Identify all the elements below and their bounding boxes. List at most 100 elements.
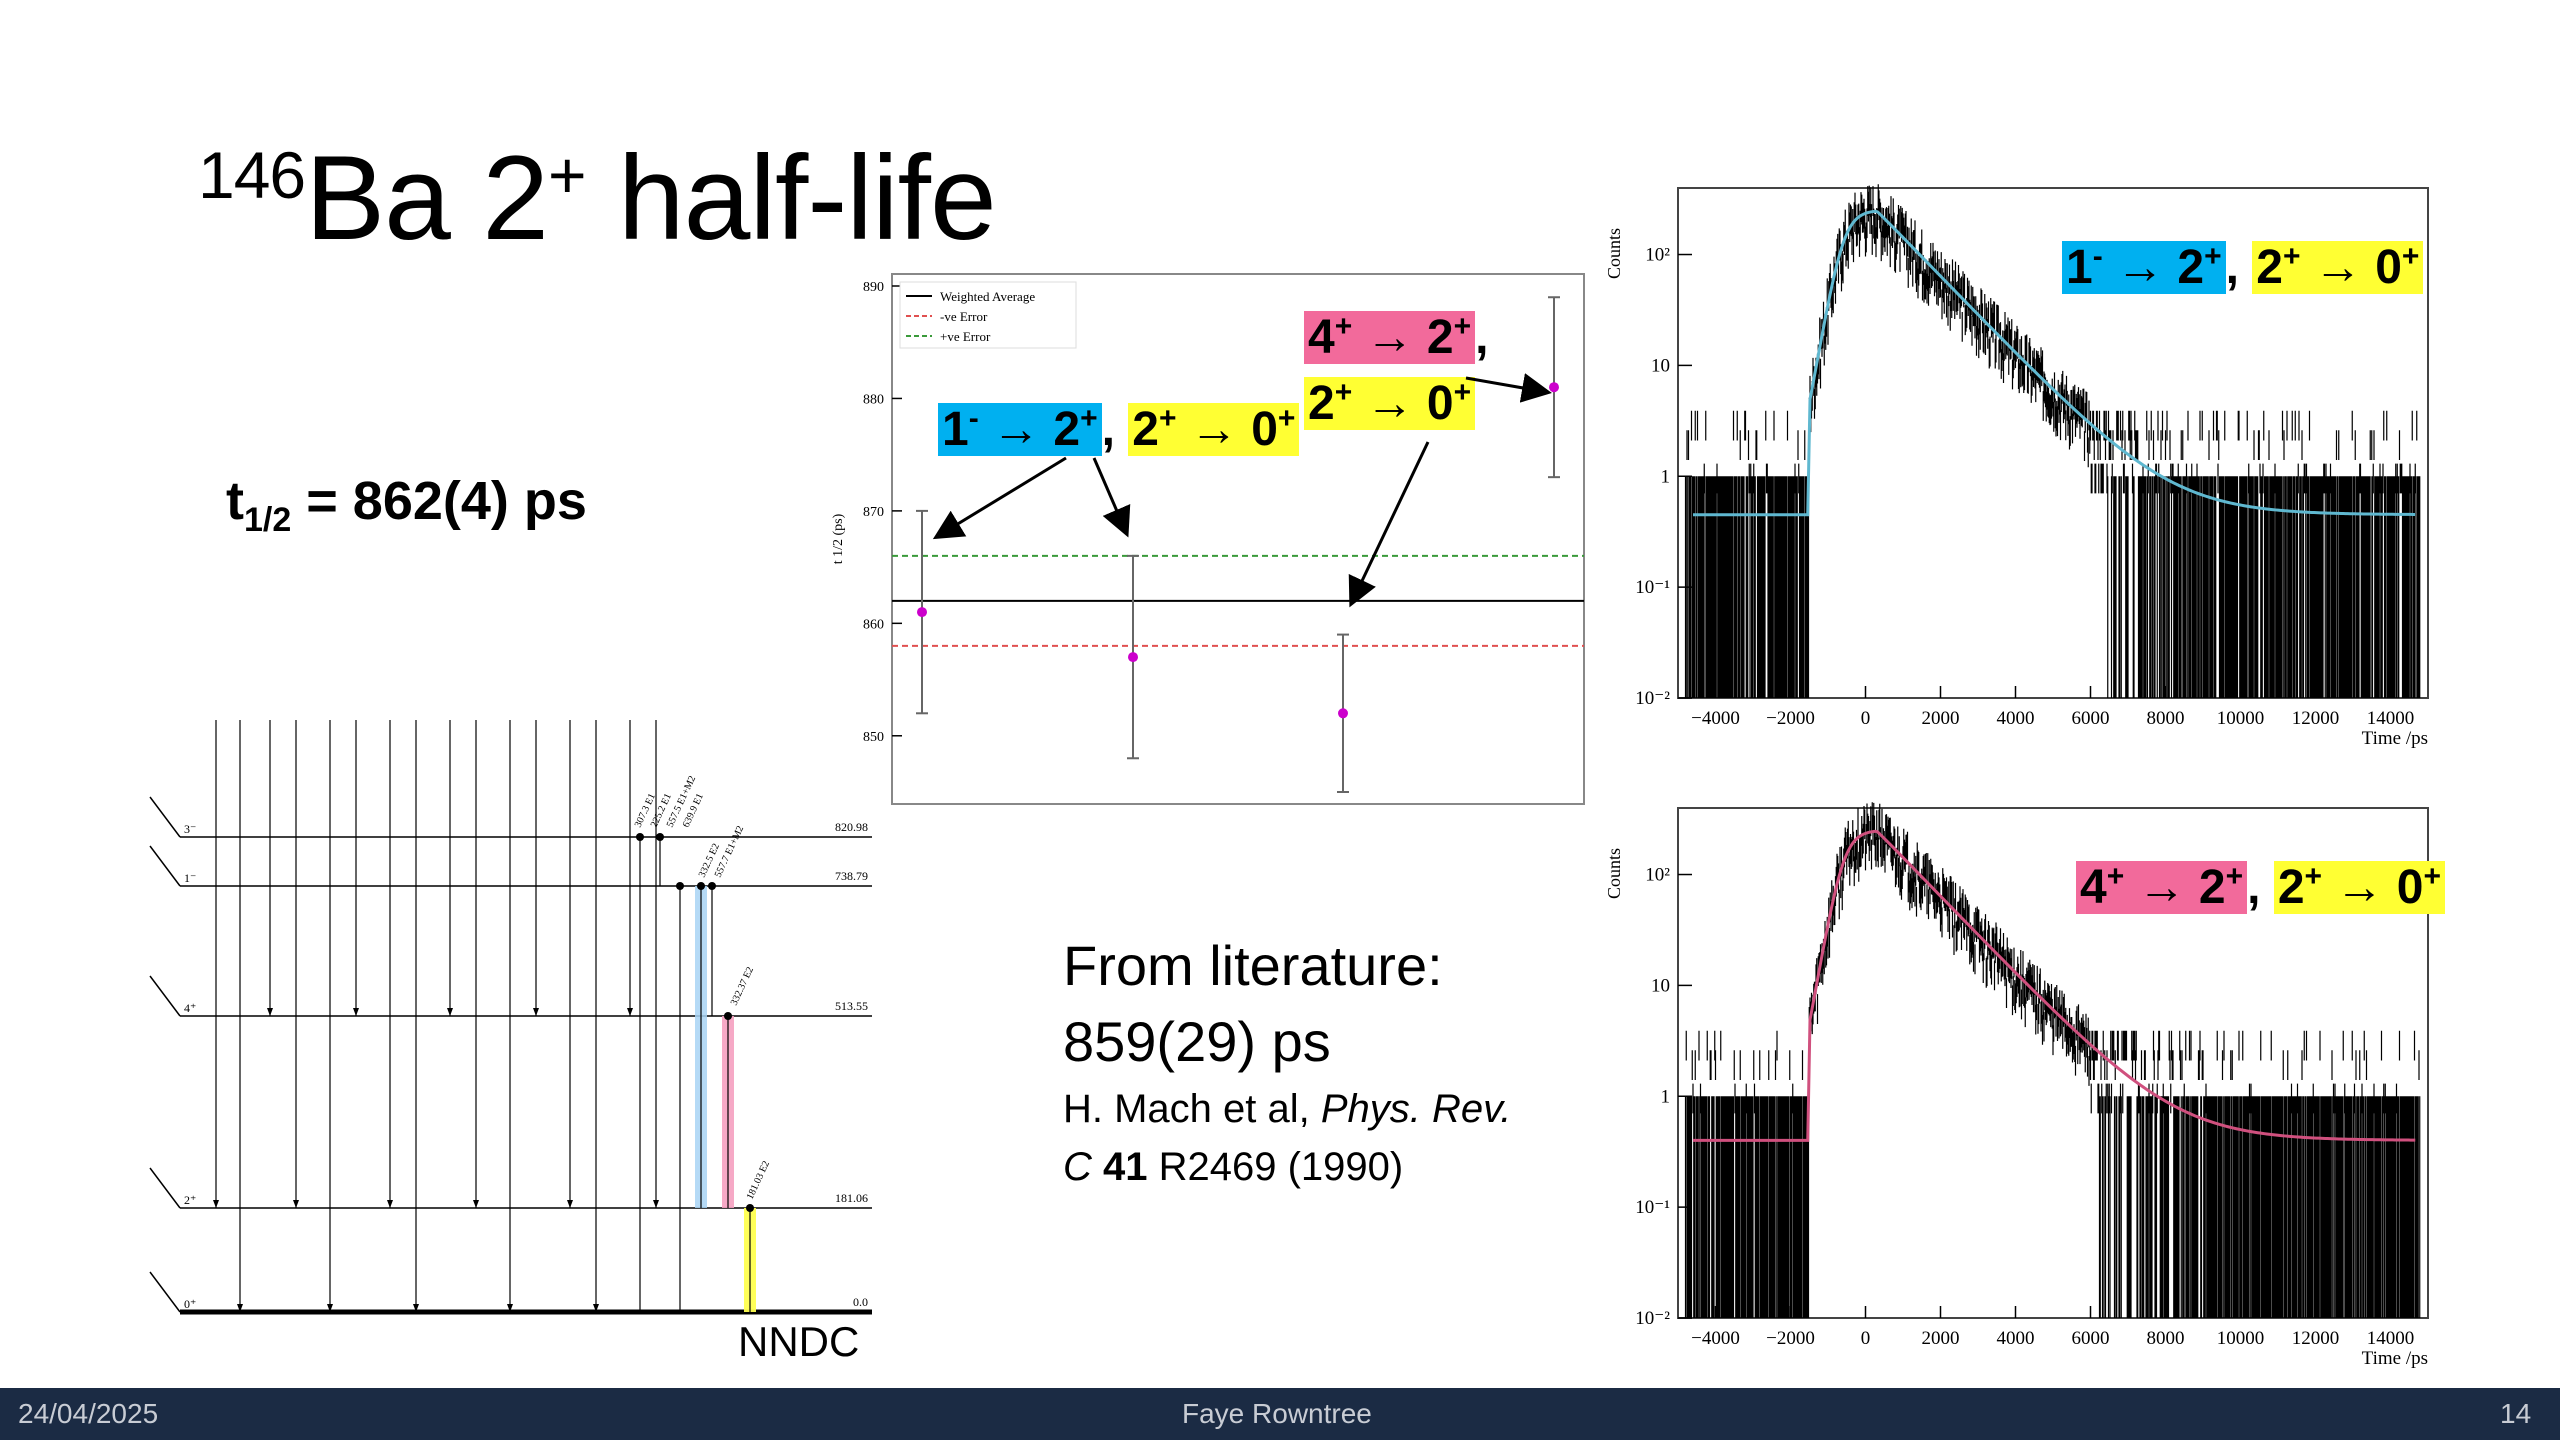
- arrow: →: [2300, 241, 2376, 294]
- title-main: Ba 2: [305, 131, 549, 265]
- parity: +: [1453, 376, 1472, 409]
- level-spin: 4⁺: [184, 1001, 196, 1015]
- y-axis-label: Counts: [1604, 848, 1624, 899]
- data-point: [917, 607, 927, 618]
- gamma-origin-dot: [656, 833, 664, 841]
- arrow: →: [2102, 241, 2178, 294]
- gamma-arrowhead: [353, 1008, 359, 1016]
- gamma-arrowhead: [627, 1008, 633, 1016]
- y-tick-label: 10: [1651, 355, 1670, 376]
- x-tick-label: 14000: [2367, 1328, 2415, 1349]
- label-blue: 1- → 2+: [2062, 240, 2226, 294]
- title-parity: +: [547, 138, 587, 212]
- x-tick-label: 12000: [2292, 708, 2340, 729]
- fit-curve: [1693, 829, 2416, 1142]
- spin: 0: [1426, 377, 1454, 430]
- parity: +: [2204, 240, 2222, 273]
- label-top-right: 1- → 2+, 2+ → 0+: [2062, 230, 2424, 295]
- y-tick-label: 10⁻¹: [1635, 1197, 1670, 1218]
- footer-author: Faye Rowntree: [1182, 1398, 1372, 1429]
- level-tick: [149, 1167, 181, 1209]
- spin: 2: [1426, 311, 1454, 364]
- spin: 1: [942, 403, 969, 456]
- arrow: →: [2322, 861, 2397, 914]
- gamma-origin-dot: [708, 882, 716, 890]
- y-tick-label: 10²: [1645, 245, 1670, 266]
- parity: +: [1277, 402, 1296, 435]
- legend-entry: -ve Error: [940, 309, 988, 324]
- nndc-label: NNDC: [738, 1318, 860, 1365]
- parity: +: [2106, 860, 2125, 893]
- spin: 2: [1053, 403, 1081, 456]
- parity: +: [1453, 310, 1472, 343]
- slide-footer: 24/04/2025 Faye Rowntree 14: [0, 1388, 2560, 1440]
- parity: +: [2225, 860, 2244, 893]
- slide-title: 146Ba 2+ half-life: [198, 138, 997, 258]
- gamma-origin-dot: [724, 1012, 732, 1020]
- parity: +: [2423, 860, 2441, 893]
- gamma-origin-dot: [636, 833, 644, 841]
- parity: +: [2304, 860, 2323, 893]
- arrow-to-point-3: [1348, 441, 1430, 608]
- x-tick-label: 6000: [2072, 708, 2110, 729]
- gamma-arrowhead: [653, 1200, 659, 1208]
- x-tick-label: 6000: [2072, 1328, 2110, 1349]
- y-tick-label: 1: [1661, 1086, 1671, 1107]
- gamma-origin-dot: [676, 882, 684, 890]
- arrow-to-point-4: [1465, 373, 1552, 403]
- fit-curve: [1693, 209, 2416, 517]
- x-axis-label: Time /ps: [2362, 1348, 2428, 1369]
- label-mid-right-2: 2+ → 0+: [1304, 366, 1476, 431]
- level-spin: 2⁺: [184, 1193, 196, 1207]
- comma: ,: [1101, 403, 1115, 456]
- level-energy: 513.55: [835, 999, 868, 1013]
- level-energy: 820.98: [835, 820, 868, 834]
- level-spin: 3⁻: [184, 822, 196, 836]
- y-tick-label: 10⁻²: [1635, 688, 1670, 709]
- arrow: →: [1176, 403, 1252, 456]
- level-tick: [149, 845, 181, 887]
- y-tick-label: 890: [863, 280, 884, 295]
- x-tick-label: 4000: [1997, 1328, 2035, 1349]
- level-tick: [149, 796, 181, 838]
- spin: 0: [2375, 241, 2402, 294]
- arrow: →: [978, 403, 1054, 456]
- gamma-arrowhead: [387, 1200, 393, 1208]
- y-tick-label: 10⁻¹: [1635, 577, 1670, 598]
- gamma-arrowhead: [507, 1304, 513, 1312]
- title-rest: half-life: [585, 131, 997, 265]
- x-tick-label: 12000: [2292, 1328, 2340, 1349]
- spin: 2: [2277, 861, 2305, 914]
- label-pink: 4+ → 2+: [1304, 310, 1476, 364]
- lit-journal: Phys. Rev.: [1320, 1087, 1512, 1131]
- level-energy: 181.06: [835, 1191, 868, 1205]
- x-tick-label: 4000: [1997, 708, 2035, 729]
- gamma-origin-dot: [697, 882, 705, 890]
- result-value: = 862(4) ps: [291, 471, 587, 531]
- x-tick-label: −4000: [1691, 708, 1740, 729]
- y-axis-label: Counts: [1604, 228, 1624, 279]
- gamma-arrowhead: [593, 1304, 599, 1312]
- label-bottom-right: 4+ → 2+, 2+ → 0+: [2076, 850, 2445, 915]
- legend-entry: Weighted Average: [940, 289, 1035, 304]
- data-point: [1338, 708, 1348, 719]
- gamma-arrowhead: [567, 1200, 573, 1208]
- gamma-arrowhead: [327, 1304, 333, 1312]
- lit-author: H. Mach et al,: [1063, 1087, 1321, 1131]
- x-tick-label: 2000: [1922, 708, 1960, 729]
- label-yellow: 2+ → 0+: [1128, 402, 1300, 456]
- lit-volume: 41: [1091, 1145, 1148, 1189]
- spin: 4: [2080, 861, 2107, 914]
- parity: -: [968, 402, 979, 435]
- level-energy: 0.0: [853, 1295, 868, 1309]
- arrow: →: [2124, 861, 2199, 914]
- label-mid-right-1: 4+ → 2+,: [1304, 300, 1488, 365]
- footer-date: 24/04/2025: [18, 1398, 159, 1429]
- y-tick-label: 870: [863, 505, 884, 520]
- x-tick-label: 10000: [2217, 1328, 2265, 1349]
- y-tick-label: 850: [863, 730, 884, 745]
- spin: 0: [1251, 403, 1278, 456]
- y-axis-label: t 1/2 (ps): [831, 513, 846, 564]
- spin: 2: [2198, 861, 2226, 914]
